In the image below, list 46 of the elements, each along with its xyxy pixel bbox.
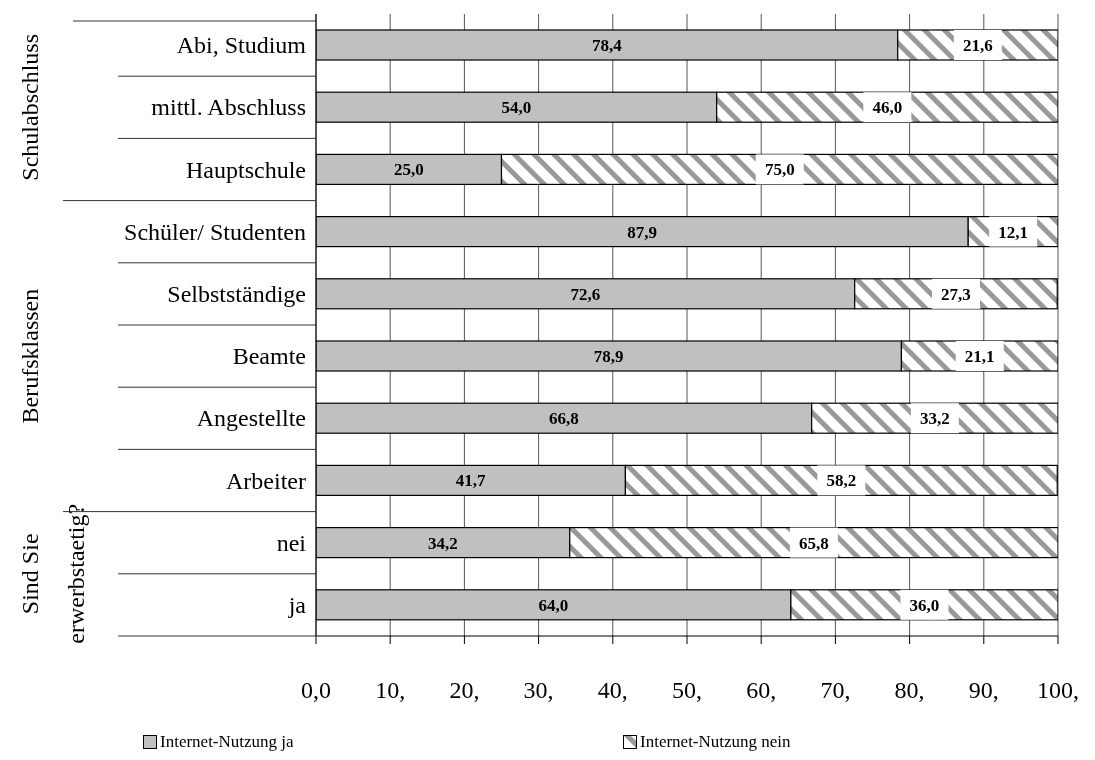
y-tick-label: Hauptschule [186,156,306,183]
legend-label: Internet-Nutzung ja [160,732,294,752]
text: 78,4 [591,36,622,55]
x-tick-label: 80, [894,677,925,703]
text: 21,6 [962,36,993,55]
text: 27,3 [941,284,971,304]
text: 54,0 [501,98,532,118]
text: Schulabschluss [17,33,43,181]
text: 58,2 [826,471,857,491]
text: 46,0 [872,98,903,118]
y-tick-label: Selbstständige [167,280,306,307]
text: 65,8 [799,533,829,553]
x-tick-label: 70, [820,677,851,703]
text: 75,0 [764,160,795,180]
y-tick-label: Abi, Studium [176,32,307,59]
y-tick-label: nei [276,529,307,556]
text: 72,6 [570,284,601,304]
y-tick-label: Angestellte [196,405,306,432]
x-tick-label: 60, [746,677,777,703]
y-tick-label: mittl. Abschluss [151,94,306,121]
y-tick-label: Beamte [232,343,306,370]
text: 78,9 [593,347,624,366]
text: 25,0 [393,160,424,180]
text: 66,8 [548,409,579,429]
text: Berufsklassen [17,288,43,424]
legend-label: Internet-Nutzung nein [640,732,791,752]
x-tick-label: 30, [523,677,554,703]
x-tick-label: 40, [597,677,628,703]
y-tick-label: Schüler/ Studenten [124,218,306,245]
x-tick-label: 90, [968,677,999,703]
text: 36,0 [909,595,940,615]
text: 41,7 [455,471,486,491]
x-tick-label: 20, [449,677,480,703]
text: Sind Sie erwerbstaetig? [17,503,89,644]
x-tick-label: 50, [672,677,702,703]
text: 34,2 [428,533,458,553]
x-tick-label: 0,0 [301,677,331,703]
x-tick-label: 100, [1037,677,1079,703]
text: 12,1 [998,222,1028,242]
text: 21,1 [964,347,995,366]
text: 87,9 [627,222,657,242]
text: 33,2 [919,409,950,429]
x-tick-label: 10, [375,677,406,703]
y-tick-label: Arbeiter [226,467,306,494]
y-tick-label: ja [287,591,307,618]
text: 64,0 [538,595,569,615]
